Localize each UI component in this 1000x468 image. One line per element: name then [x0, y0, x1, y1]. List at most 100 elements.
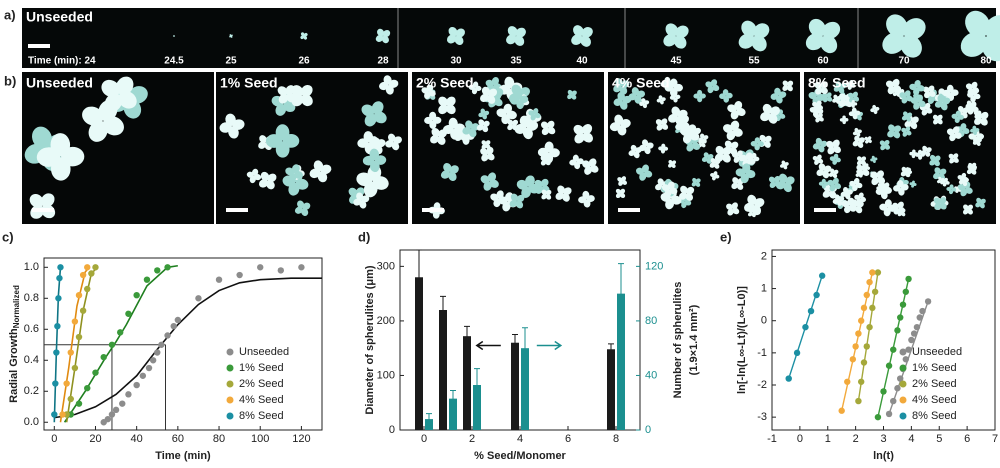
spherulite [782, 80, 794, 92]
lobe [960, 188, 968, 197]
time-label: 45 [670, 56, 682, 67]
point [170, 322, 177, 330]
spherulite [814, 112, 824, 123]
lobe [965, 83, 973, 90]
lobe [582, 160, 591, 169]
point [855, 330, 862, 337]
y2-axis-label: Number of spherulites [672, 282, 684, 399]
point [59, 411, 66, 418]
spherulite [635, 164, 653, 181]
lobe [902, 18, 926, 40]
lobe [971, 81, 978, 89]
x-tick-label: 4 [517, 433, 523, 445]
spherulite [516, 175, 540, 198]
x-tick-label: 6 [964, 433, 970, 445]
y-axis-label-sub: Normalized [12, 285, 21, 328]
point [905, 275, 912, 283]
point [890, 346, 897, 353]
point [858, 317, 865, 324]
spherulite [379, 75, 399, 95]
lobe [899, 92, 907, 99]
lobe [838, 99, 847, 107]
lobe [981, 34, 1000, 62]
lobe [723, 146, 732, 155]
lobe [485, 79, 494, 88]
lobe [567, 94, 573, 100]
spherulite [975, 197, 986, 209]
error-bar [416, 249, 422, 305]
spherulite [812, 137, 828, 153]
lobe [813, 105, 819, 112]
lobe [812, 101, 818, 108]
lobe [742, 163, 751, 174]
lobe [615, 192, 622, 199]
spherulite [361, 101, 387, 127]
y-tick-label: 0 [389, 424, 395, 436]
y-axis-label-text: Radial Growth [8, 328, 20, 403]
spherulite [909, 79, 925, 96]
x-tick-label: 40 [131, 433, 143, 445]
lobe [440, 170, 451, 179]
lobe [715, 145, 725, 155]
lobe [663, 33, 677, 47]
spherulite [870, 155, 878, 163]
lobe [900, 34, 922, 58]
point [75, 333, 83, 341]
lobe [675, 122, 684, 131]
x-tick-label: 7 [992, 433, 998, 445]
lobe [738, 155, 745, 162]
lobe [834, 194, 840, 201]
lobe [828, 172, 834, 177]
legend-label: Unseeded [912, 346, 962, 358]
lobe [32, 126, 53, 150]
spherulite [421, 84, 436, 99]
spherulite [946, 184, 957, 195]
spherulite [476, 119, 490, 133]
y2-axis-label-sub: (1.9×1.4 mm²) [688, 304, 700, 375]
spherulite [879, 139, 890, 151]
lobe [814, 113, 820, 119]
lobe [748, 208, 754, 214]
lobe [266, 180, 275, 190]
scale-bar [32, 208, 54, 212]
lobe [822, 190, 831, 198]
lobe [925, 151, 931, 157]
point [899, 301, 907, 308]
spherulite [779, 160, 789, 170]
scale-bar [814, 208, 836, 212]
spherulite [173, 35, 175, 37]
lobe [258, 141, 267, 149]
lobe [818, 163, 826, 171]
lobe [449, 165, 459, 174]
point [53, 349, 60, 356]
spherulite [705, 79, 720, 94]
lobe [970, 101, 977, 109]
lobe [429, 111, 437, 121]
lobe [297, 200, 305, 209]
x-tick-label: 5 [936, 433, 942, 445]
spherulite [805, 18, 841, 54]
lobe [817, 158, 824, 164]
lobe [751, 35, 767, 52]
lobe [849, 79, 854, 85]
lobe [901, 96, 908, 104]
lobe [948, 153, 955, 160]
time-label: 55 [748, 56, 760, 67]
lobe [545, 189, 552, 196]
lobe [448, 117, 458, 129]
spherulite [514, 115, 539, 140]
lobe [747, 212, 753, 217]
point [164, 332, 171, 339]
lobe [736, 150, 743, 157]
lobe [691, 181, 697, 187]
lobe [901, 127, 907, 133]
x-axis-label: % Seed/Monomer [474, 450, 566, 462]
time-label: 35 [510, 56, 522, 67]
lobe [454, 133, 463, 142]
point [844, 378, 851, 385]
lobe [373, 111, 387, 124]
bar [521, 348, 529, 430]
spherulite [628, 144, 642, 159]
spherulite [731, 150, 745, 163]
spherulite [353, 192, 370, 209]
